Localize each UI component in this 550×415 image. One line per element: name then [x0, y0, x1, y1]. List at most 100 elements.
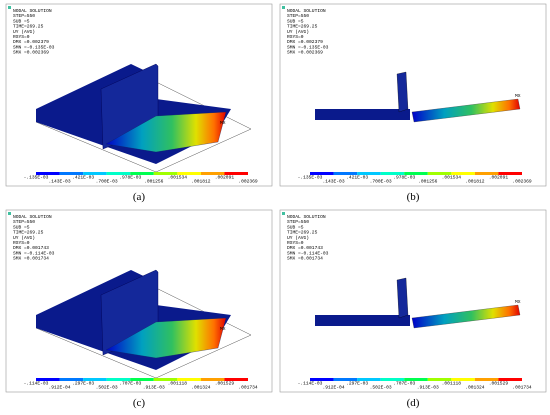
colorbar-label: .912E-04: [323, 385, 345, 391]
colorbar-label: -.114E-03: [298, 381, 323, 387]
info-line: UY (AVG): [13, 235, 35, 241]
colorbar-label: .001324: [191, 385, 211, 391]
caption: (c): [133, 397, 146, 409]
info-line: TIME=269.25: [13, 24, 44, 30]
info-line: NODAL SOLUTION: [13, 8, 52, 14]
colorbar-label: -.135E-03: [298, 175, 323, 181]
colorbar-label: .913E-03: [417, 385, 439, 391]
info-line: DMX =0.001743: [287, 245, 323, 251]
info-line: SMN =-0.114E-03: [287, 250, 329, 256]
colorbar-segment: [153, 378, 178, 381]
colorbar-segment: [36, 378, 60, 381]
colorbar-label: .143E-03: [323, 179, 345, 185]
slab: [411, 304, 521, 329]
colorbar-segment: [59, 172, 84, 175]
colorbar-label: .002369: [512, 179, 532, 185]
colorbar-segment: [83, 378, 107, 381]
colorbar-segment: [357, 172, 381, 175]
info-line: DMX =0.002379: [13, 39, 49, 45]
info-line: NODAL SOLUTION: [287, 214, 326, 220]
info-line: SMN =-0.114E-03: [13, 250, 55, 256]
node-label: MX: [515, 93, 521, 99]
colorbar-label: .001529: [489, 381, 509, 387]
colorbar-segment: [177, 172, 201, 175]
colorbar-label: .001324: [465, 385, 485, 391]
node-label: MX: [515, 299, 521, 305]
info-line: SUB =5: [287, 18, 304, 24]
colorbar-segment: [200, 172, 225, 175]
info-line: RSYS=0: [287, 240, 304, 246]
colorbar-segment: [333, 378, 358, 381]
info-line: SMX =0.001734: [287, 256, 323, 262]
info-line: STEP=550: [13, 13, 35, 19]
colorbar-label: .001118: [168, 381, 188, 387]
colorbar-segment: [83, 172, 107, 175]
colorbar-segment: [224, 378, 248, 381]
node-label: MX: [220, 326, 226, 332]
panel-frame: [279, 3, 547, 187]
colorbar-label: .002091: [489, 175, 509, 181]
column: [396, 71, 409, 113]
colorbar-segment: [36, 172, 60, 175]
info-line: NODAL SOLUTION: [13, 214, 52, 220]
colorbar-segment: [427, 378, 452, 381]
colorbar-label: .297E-03: [72, 381, 94, 387]
info-line: SUB =5: [13, 224, 30, 230]
info-line: RSYS=0: [13, 240, 30, 246]
logo: [8, 212, 11, 215]
info-line: SMN =-0.135E-03: [13, 44, 55, 50]
colorbar-segment: [130, 172, 154, 175]
colorbar-label: .421E-03: [346, 175, 368, 181]
beam: [315, 315, 410, 326]
colorbar-label: .001734: [238, 385, 258, 391]
colorbar-label: .001734: [512, 385, 532, 391]
info-line: TIME=269.25: [287, 24, 318, 30]
colorbar-label: .002369: [238, 179, 258, 185]
colorbar-segment: [427, 172, 452, 175]
colorbar-label: .978E-03: [119, 175, 141, 181]
colorbar-segment: [200, 378, 225, 381]
colorbar-segment: [310, 172, 334, 175]
colorbar-segment: [380, 172, 405, 175]
info-line: SMX =0.001734: [13, 256, 49, 262]
colorbar-segment: [380, 378, 405, 381]
caption: (a): [133, 191, 146, 203]
info-line: UY (AVG): [287, 235, 309, 241]
info-line: NODAL SOLUTION: [287, 8, 326, 14]
info-line: TIME=269.25: [287, 230, 318, 236]
caption: (b): [407, 191, 420, 203]
colorbar-segment: [333, 172, 358, 175]
colorbar-segment: [451, 378, 475, 381]
colorbar-label: .700E-03: [370, 179, 392, 185]
logo: [282, 6, 285, 9]
info-line: UY (AVG): [287, 29, 309, 35]
beam: [315, 109, 410, 120]
colorbar-segment: [310, 378, 334, 381]
colorbar-label: .001534: [442, 175, 462, 181]
colorbar-label: .002091: [215, 175, 235, 181]
info-line: UY (AVG): [13, 29, 35, 35]
logo: [8, 6, 11, 9]
info-line: STEP=550: [287, 13, 309, 19]
info-line: SUB =5: [13, 18, 30, 24]
slab: [411, 98, 521, 123]
colorbar-segment: [404, 172, 428, 175]
colorbar-label: .001812: [191, 179, 211, 185]
colorbar-segment: [224, 172, 248, 175]
colorbar-segment: [451, 172, 475, 175]
info-line: DMX =0.001743: [13, 245, 49, 251]
colorbar-label: .912E-04: [49, 385, 71, 391]
colorbar-label: .143E-03: [49, 179, 71, 185]
slab: [105, 111, 227, 153]
column: [396, 277, 409, 319]
colorbar-label: .502E-03: [96, 385, 118, 391]
colorbar-label: .421E-03: [72, 175, 94, 181]
info-line: SMX =0.002369: [13, 50, 49, 56]
slab: [105, 317, 227, 359]
colorbar-label: .297E-03: [346, 381, 368, 387]
info-line: RSYS=0: [287, 34, 304, 40]
colorbar-segment: [498, 172, 522, 175]
